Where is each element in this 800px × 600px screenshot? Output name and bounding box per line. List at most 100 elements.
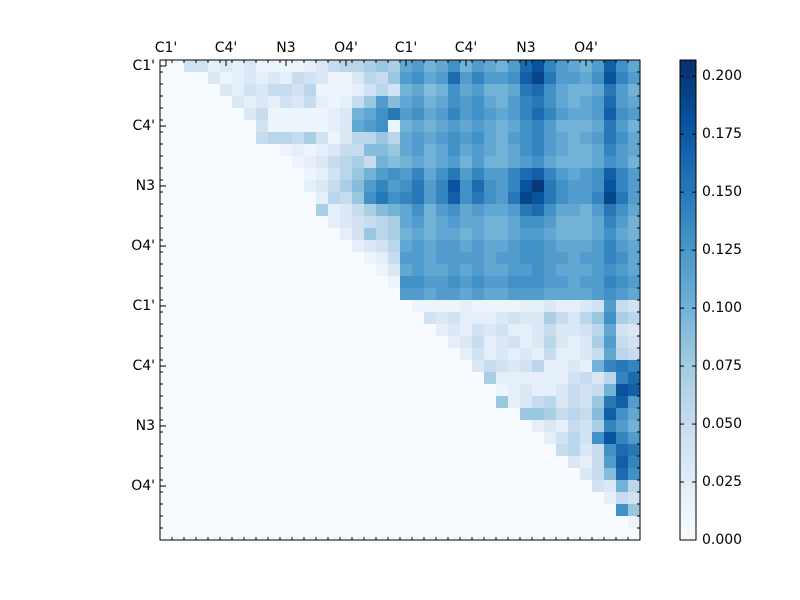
heatmap-cell (412, 72, 425, 85)
heatmap-cell (604, 288, 617, 301)
heatmap-cell (592, 228, 605, 241)
heatmap-cell (304, 396, 317, 409)
heatmap-cell (232, 216, 245, 229)
heatmap-cell (196, 60, 209, 73)
heatmap-cell (292, 288, 305, 301)
heatmap-cell (268, 252, 281, 265)
heatmap-cell (196, 492, 209, 505)
heatmap-cell (304, 408, 317, 421)
heatmap-cell (244, 360, 257, 373)
heatmap-cell (604, 216, 617, 229)
heatmap-cell (496, 168, 509, 181)
heatmap-cell (268, 492, 281, 505)
heatmap-cell (436, 348, 449, 361)
heatmap-cell (496, 288, 509, 301)
heatmap-cell (532, 384, 545, 397)
heatmap-cell (532, 240, 545, 253)
heatmap-cell (484, 228, 497, 241)
heatmap-cell (580, 456, 593, 469)
heatmap-cell (592, 480, 605, 493)
heatmap-cell (580, 252, 593, 265)
heatmap-cell (208, 468, 221, 481)
heatmap-cell (196, 336, 209, 349)
heatmap-cell (220, 252, 233, 265)
heatmap-cell (544, 228, 557, 241)
heatmap-cell (256, 468, 269, 481)
heatmap-cell (628, 108, 641, 121)
heatmap-cell (532, 168, 545, 181)
heatmap-cell (592, 84, 605, 97)
heatmap-cell (388, 240, 401, 253)
heatmap-cell (292, 84, 305, 97)
heatmap-cell (520, 384, 533, 397)
heatmap-cell (628, 372, 641, 385)
heatmap-cell (316, 456, 329, 469)
heatmap-cell (496, 336, 509, 349)
heatmap-cell (592, 396, 605, 409)
heatmap-cell (568, 516, 581, 529)
heatmap-cell (556, 420, 569, 433)
heatmap-cell (436, 180, 449, 193)
heatmap-cell (400, 516, 413, 529)
heatmap-cell (412, 492, 425, 505)
heatmap-cell (280, 228, 293, 241)
heatmap-cell (436, 312, 449, 325)
heatmap-cell (172, 312, 185, 325)
heatmap-cell (400, 396, 413, 409)
heatmap-cell (388, 504, 401, 517)
heatmap-cell (400, 312, 413, 325)
heatmap-cell (460, 420, 473, 433)
heatmap-cell (532, 180, 545, 193)
heatmap-cell (352, 396, 365, 409)
heatmap-cell (520, 252, 533, 265)
heatmap-cell (532, 480, 545, 493)
heatmap-cell (460, 108, 473, 121)
heatmap-cell (484, 348, 497, 361)
heatmap-cell (448, 420, 461, 433)
heatmap-cell (508, 276, 521, 289)
heatmap-cell (172, 348, 185, 361)
heatmap-cell (400, 108, 413, 121)
colorbar-tick-label: 0.175 (702, 126, 742, 142)
heatmap-cell (628, 168, 641, 181)
heatmap-cell (436, 288, 449, 301)
heatmap-cell (484, 204, 497, 217)
heatmap-cell (196, 132, 209, 145)
heatmap-cell (232, 516, 245, 529)
heatmap-cell (592, 468, 605, 481)
heatmap-cell (160, 84, 173, 97)
heatmap-cell (184, 360, 197, 373)
heatmap-cell (352, 132, 365, 145)
heatmap-cell (508, 132, 521, 145)
heatmap-cell (484, 132, 497, 145)
heatmap-cell (424, 252, 437, 265)
heatmap-cell (472, 228, 485, 241)
heatmap-cell (412, 240, 425, 253)
heatmap-cell (556, 84, 569, 97)
heatmap-cell (604, 276, 617, 289)
heatmap-cell (196, 72, 209, 85)
heatmap-cell (544, 516, 557, 529)
heatmap-cell (448, 228, 461, 241)
heatmap-cell (364, 432, 377, 445)
heatmap-cell (616, 276, 629, 289)
heatmap-cell (460, 228, 473, 241)
heatmap-cell (580, 120, 593, 133)
heatmap-cell (424, 504, 437, 517)
heatmap-cell (484, 312, 497, 325)
heatmap-cell (628, 420, 641, 433)
heatmap-cell (292, 108, 305, 121)
heatmap-cell (448, 504, 461, 517)
heatmap-cell (280, 264, 293, 277)
heatmap-cell (184, 72, 197, 85)
heatmap-cell (412, 480, 425, 493)
heatmap-cell (472, 444, 485, 457)
heatmap-cell (580, 216, 593, 229)
heatmap-cell (244, 444, 257, 457)
heatmap-cell (508, 120, 521, 133)
heatmap-cell (532, 504, 545, 517)
heatmap-cell (532, 336, 545, 349)
heatmap-cell (520, 372, 533, 385)
heatmap-cell (184, 516, 197, 529)
